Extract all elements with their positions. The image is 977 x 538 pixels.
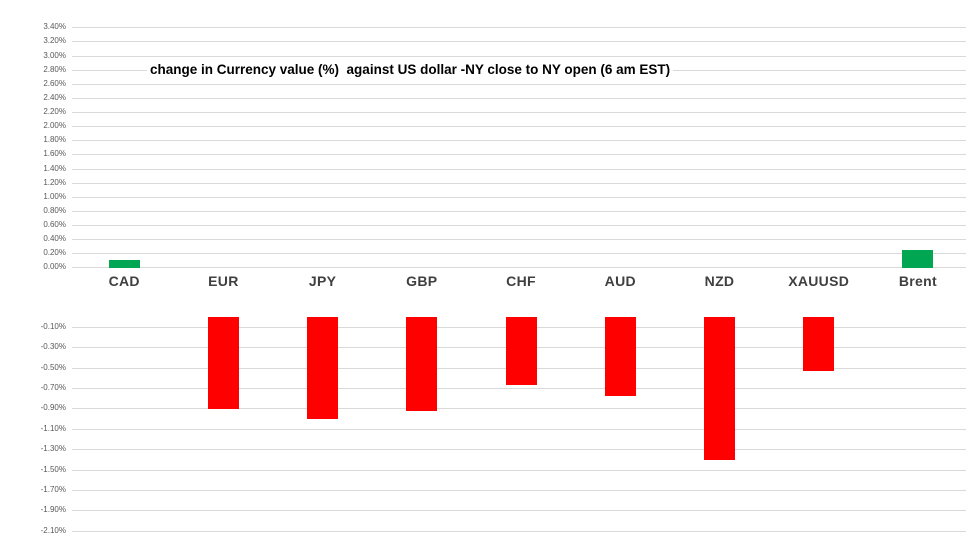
y-axis-tick-label: 2.00% (43, 121, 66, 131)
category-label-cad: CAD (108, 273, 140, 289)
y-gridline (72, 41, 966, 43)
y-gridline (72, 267, 966, 269)
y-gridline (72, 126, 966, 128)
category-label-brent: Brent (898, 273, 937, 289)
y-axis-tick-label: 0.00% (43, 262, 66, 272)
category-label-jpy: JPY (308, 273, 337, 289)
y-axis-tick-label: 2.20% (43, 107, 66, 116)
y-axis-tick-label: -0.50% (40, 362, 66, 372)
category-label-eur: EUR (208, 273, 239, 289)
category-label-chf: CHF (506, 273, 536, 289)
y-axis-tick-label: -1.70% (40, 484, 66, 494)
y-axis-tick-label: 1.60% (43, 149, 66, 159)
bar-aud (604, 316, 636, 397)
y-gridline (72, 510, 966, 512)
y-gridline (72, 112, 966, 113)
bar-brent (902, 249, 934, 269)
y-axis-tick-label: -0.70% (40, 382, 66, 392)
y-axis-tick-label: -1.30% (40, 444, 66, 454)
y-axis-tick-label: -1.50% (40, 464, 66, 474)
y-gridline (72, 210, 966, 212)
y-axis-tick-label: -1.90% (40, 505, 66, 515)
y-axis-tick-label: -0.90% (40, 403, 66, 413)
bar-chf (505, 316, 537, 385)
y-gridline (72, 408, 966, 410)
y-axis-tick-label: 1.40% (43, 163, 66, 173)
bar-gbp (406, 316, 438, 412)
bar-eur (207, 316, 239, 410)
y-axis-tick-label: 2.80% (43, 64, 66, 74)
y-gridline (72, 97, 966, 99)
y-axis-tick-label: 3.00% (43, 50, 66, 60)
y-gridline (72, 469, 966, 471)
y-gridline (72, 489, 966, 491)
y-axis-tick-label: 2.40% (43, 92, 66, 102)
y-gridline (72, 428, 966, 430)
category-label-aud: AUD (604, 273, 636, 289)
y-gridline (72, 239, 966, 241)
y-axis-tick-label: 0.80% (43, 205, 66, 215)
y-gridline (72, 253, 966, 255)
y-axis-tick-label: 2.60% (43, 78, 66, 88)
y-gridline (72, 140, 966, 142)
y-gridline (72, 196, 966, 198)
y-axis-tick-label: -1.10% (40, 423, 66, 433)
y-gridline (72, 449, 966, 451)
category-label-xauusd: XAUUSD (788, 273, 850, 289)
y-axis-tick-label: -0.30% (40, 342, 66, 352)
y-axis-tick-label: -0.10% (40, 321, 66, 331)
y-gridline (72, 530, 966, 532)
y-gridline (72, 55, 966, 57)
category-label-nzd: NZD (704, 273, 735, 289)
y-axis-tick-label: 0.20% (43, 248, 66, 258)
bar-nzd (704, 316, 735, 461)
y-axis-tick-label: -2.10% (40, 525, 66, 535)
y-gridline (72, 154, 966, 156)
y-axis-tick-label: 3.40% (43, 22, 66, 32)
y-gridline (72, 182, 966, 184)
y-gridline (72, 27, 966, 29)
y-axis-tick-label: 1.00% (43, 191, 66, 201)
y-axis-tick-label: 1.20% (43, 177, 66, 187)
y-gridline (72, 224, 966, 226)
y-axis-tick-label: 1.80% (43, 135, 66, 145)
y-gridline (72, 387, 966, 389)
y-axis-tick-label: 0.40% (43, 234, 66, 244)
y-gridline (72, 83, 966, 85)
bar-jpy (307, 316, 339, 419)
y-axis-tick-label: 0.60% (43, 219, 66, 229)
bar-cad (108, 260, 140, 269)
y-axis-tick-label: 3.20% (43, 36, 66, 46)
category-label-gbp: GBP (406, 273, 438, 289)
y-gridline (72, 168, 966, 170)
bar-xauusd (803, 316, 835, 371)
chart-title: change in Currency value (%) against US … (147, 61, 674, 78)
